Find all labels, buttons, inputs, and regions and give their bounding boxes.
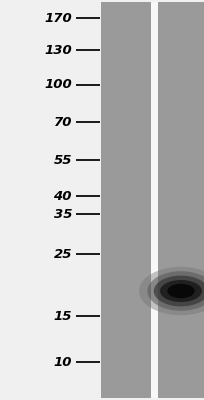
Ellipse shape xyxy=(167,284,195,298)
Ellipse shape xyxy=(147,271,204,311)
Bar xyxy=(158,2,204,398)
Ellipse shape xyxy=(154,276,204,306)
Text: 100: 100 xyxy=(44,78,72,92)
Bar xyxy=(101,2,151,398)
Text: 170: 170 xyxy=(44,12,72,24)
Text: 130: 130 xyxy=(44,44,72,56)
Text: 40: 40 xyxy=(53,190,72,202)
Text: 15: 15 xyxy=(53,310,72,322)
Text: 55: 55 xyxy=(53,154,72,166)
Text: 35: 35 xyxy=(53,208,72,220)
Ellipse shape xyxy=(139,267,204,315)
Bar xyxy=(151,2,158,398)
Text: 70: 70 xyxy=(53,116,72,128)
Text: 10: 10 xyxy=(53,356,72,368)
Ellipse shape xyxy=(160,280,202,302)
Text: 25: 25 xyxy=(53,248,72,260)
